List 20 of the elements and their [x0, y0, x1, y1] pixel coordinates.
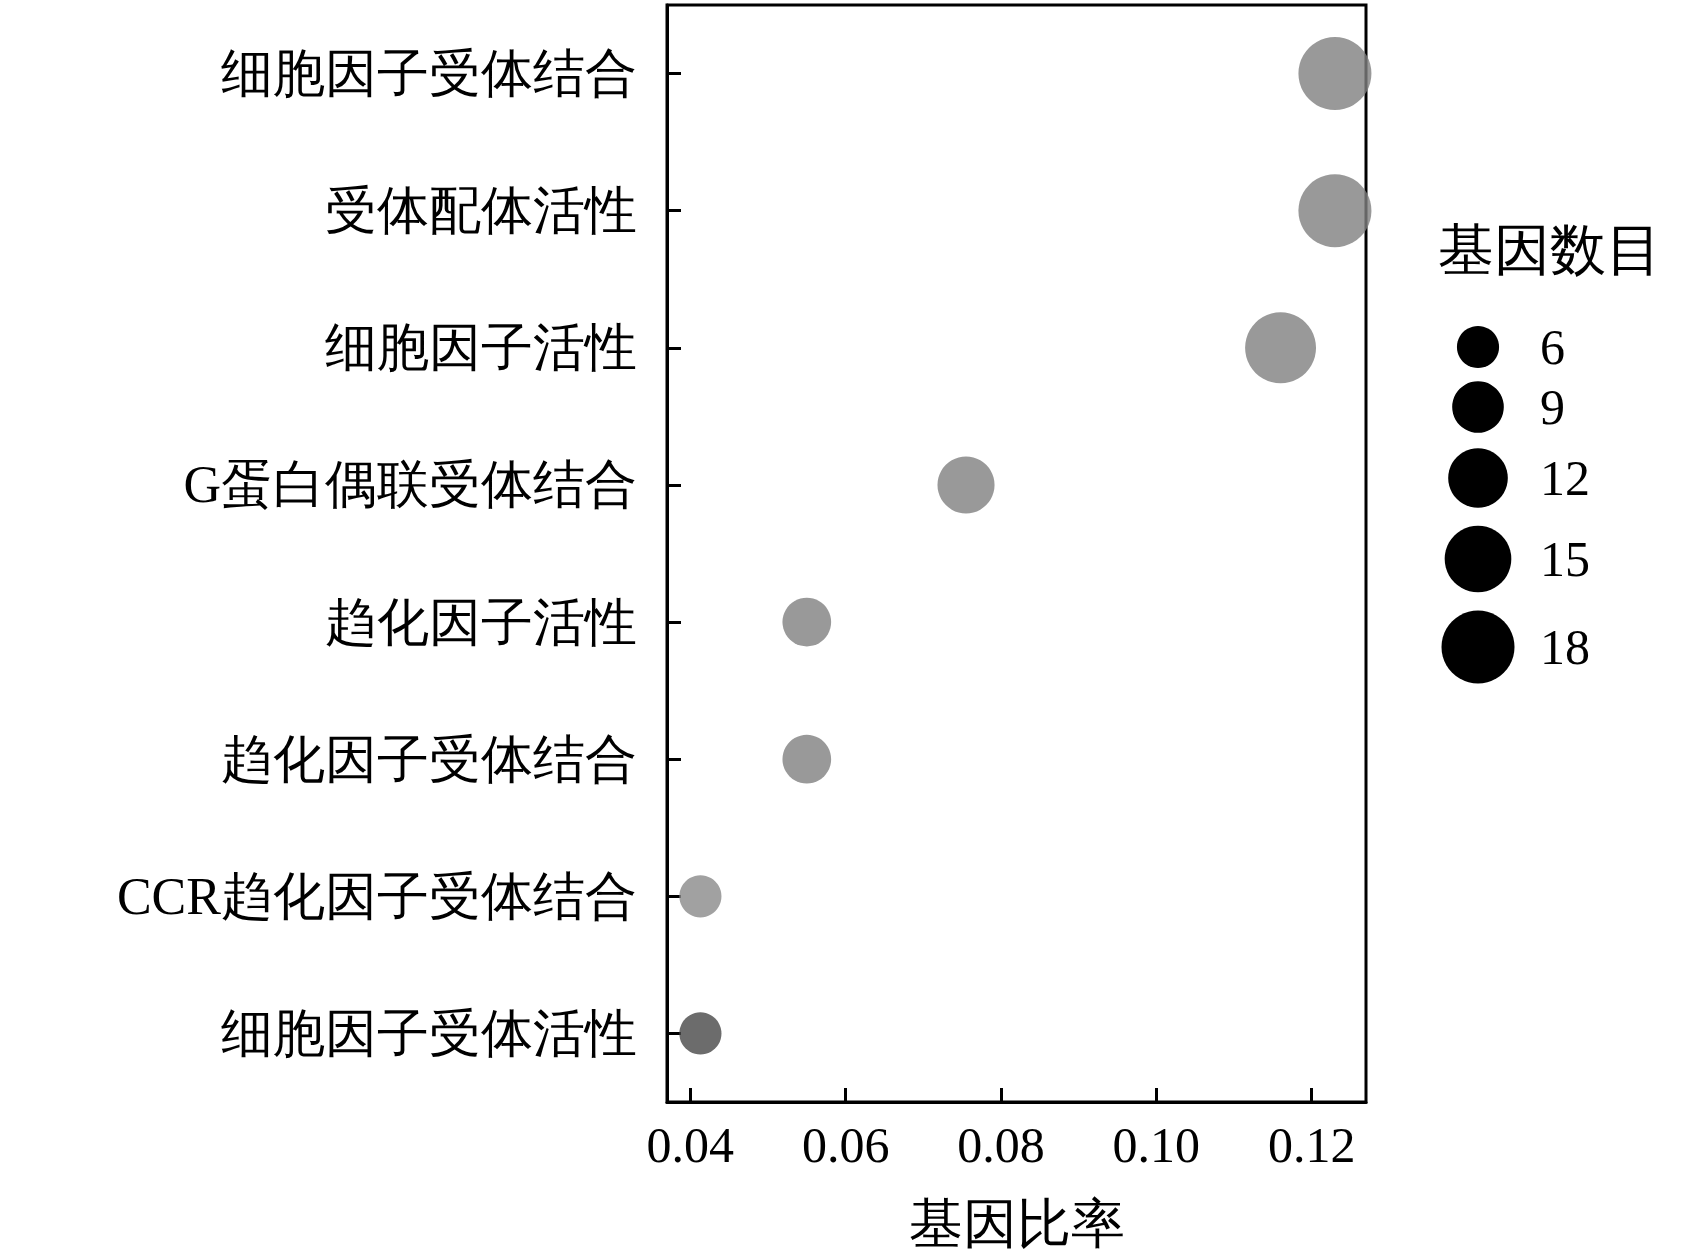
y-tick-label: 细胞因子活性 — [325, 319, 637, 377]
y-tick-label: CCR趋化因子受体结合 — [116, 867, 637, 925]
y-tick-label: 细胞因子受体结合 — [221, 45, 637, 103]
y-tick-label: 趋化因子受体结合 — [221, 730, 637, 788]
x-tick-label: 0.10 — [1112, 1117, 1201, 1173]
legend-label: 12 — [1540, 450, 1590, 506]
y-tick-label: 细胞因子受体活性 — [221, 1004, 637, 1062]
y-tick-label: 趋化因子活性 — [325, 593, 637, 651]
legend-label: 6 — [1540, 319, 1565, 375]
x-tick-label: 0.08 — [957, 1117, 1045, 1173]
legend-label: 9 — [1540, 379, 1565, 435]
y-tick-label: G蛋白偶联受体结合 — [183, 456, 637, 514]
x-tick-label: 0.12 — [1267, 1117, 1356, 1173]
legend-label: 18 — [1540, 619, 1590, 675]
legend-label: 15 — [1540, 531, 1590, 587]
y-tick-label: 受体配体活性 — [325, 182, 637, 240]
x-axis-title: 基因比率 — [908, 1194, 1125, 1254]
x-tick-label: 0.06 — [801, 1117, 890, 1173]
legend-title: 基因数目 — [1438, 219, 1662, 281]
x-tick-label: 0.04 — [646, 1117, 735, 1173]
